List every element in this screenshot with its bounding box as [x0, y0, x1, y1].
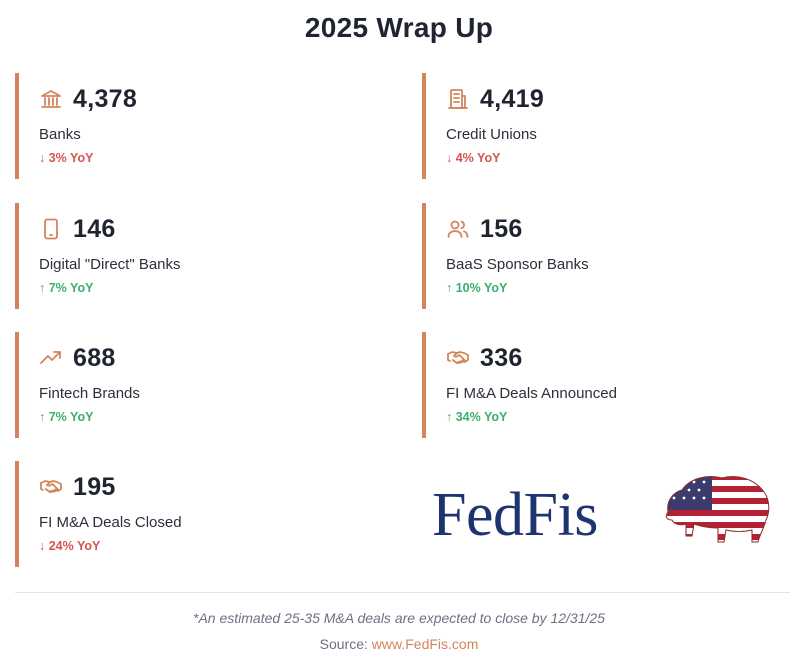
stat-card-banks: 4,378 Banks ↓ 3% YoY: [15, 73, 315, 179]
building-icon: [446, 87, 470, 111]
stat-change: ↑ 10% YoY: [446, 281, 508, 295]
divider: [15, 592, 790, 593]
stat-label: Digital "Direct" Banks: [39, 256, 181, 273]
stat-card-ma-deals-closed: 195 FI M&A Deals Closed ↓ 24% YoY: [15, 461, 315, 567]
american-flag-bison-icon: [665, 476, 770, 543]
stat-value: 688: [73, 343, 116, 372]
stat-value: 146: [73, 214, 116, 243]
stat-card-credit-unions: 4,419 Credit Unions ↓ 4% YoY: [422, 73, 722, 179]
stat-change: ↑ 7% YoY: [39, 281, 94, 295]
stat-label: BaaS Sponsor Banks: [446, 256, 589, 273]
stat-value: 156: [480, 214, 523, 243]
handshake-icon: [446, 346, 470, 370]
stat-value: 336: [480, 343, 523, 372]
stat-card-fintech-brands: 688 Fintech Brands ↑ 7% YoY: [15, 332, 315, 438]
stat-label: Credit Unions: [446, 126, 537, 143]
stat-label: FI M&A Deals Closed: [39, 514, 182, 531]
stat-change: ↑ 7% YoY: [39, 410, 94, 424]
stat-change: ↓ 4% YoY: [446, 151, 501, 165]
stat-label: FI M&A Deals Announced: [446, 385, 617, 402]
bank-icon: [39, 87, 63, 111]
source-line: Source: www.FedFis.com: [0, 636, 798, 652]
stat-value: 195: [73, 472, 116, 501]
stat-label: Fintech Brands: [39, 385, 140, 402]
logo-text: FedFis: [432, 480, 598, 549]
trending-up-icon: [39, 346, 63, 370]
source-prefix: Source:: [319, 636, 372, 652]
source-link[interactable]: www.FedFis.com: [371, 636, 479, 652]
stat-label: Banks: [39, 126, 81, 143]
stat-change: ↓ 24% YoY: [39, 539, 101, 553]
stat-change: ↓ 3% YoY: [39, 151, 94, 165]
stat-value: 4,419: [480, 84, 545, 113]
stat-card-digital-direct-banks: 146 Digital "Direct" Banks ↑ 7% YoY: [15, 203, 315, 309]
handshake-icon: [39, 475, 63, 499]
fedfis-logo: FedFis: [432, 470, 782, 560]
stat-card-baas-sponsor-banks: 156 BaaS Sponsor Banks ↑ 10% YoY: [422, 203, 722, 309]
stat-change: ↑ 34% YoY: [446, 410, 508, 424]
stat-value: 4,378: [73, 84, 138, 113]
stat-card-ma-deals-announced: 336 FI M&A Deals Announced ↑ 34% YoY: [422, 332, 722, 438]
smartphone-icon: [39, 217, 63, 241]
page-title: 2025 Wrap Up: [304, 12, 494, 43]
footnote: *An estimated 25-35 M&A deals are expect…: [193, 610, 605, 626]
users-icon: [446, 217, 470, 241]
